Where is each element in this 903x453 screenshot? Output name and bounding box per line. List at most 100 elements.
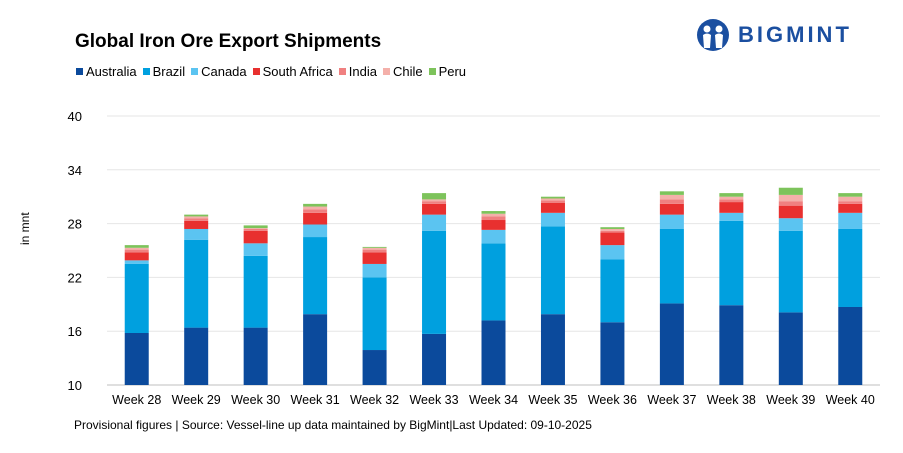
bar-segment-india xyxy=(659,199,684,204)
legend-swatch xyxy=(382,68,390,75)
bar-segment-peru xyxy=(362,246,387,248)
bar-segment-brazil xyxy=(838,228,863,307)
bar-segment-south-africa xyxy=(422,203,447,215)
y-tick-label: 16 xyxy=(68,324,82,339)
x-tick-label: Week 36 xyxy=(588,393,637,407)
bar-segment-australia xyxy=(600,322,625,385)
bar-segment-peru xyxy=(481,211,506,214)
bar-segment-peru xyxy=(184,214,209,217)
bar-segment-chile xyxy=(243,228,268,229)
bar-segment-australia xyxy=(659,303,684,385)
bar-segment-south-africa xyxy=(659,203,684,215)
x-tick-label: Week 37 xyxy=(647,393,696,407)
bar-segment-brazil xyxy=(184,239,209,328)
bigmint-logo: BIGMINT xyxy=(696,18,852,52)
bar-segment-australia xyxy=(422,333,447,385)
bar-segment-australia xyxy=(362,350,387,385)
bigmint-logo-icon xyxy=(697,19,729,51)
x-tick-label: Week 28 xyxy=(112,393,161,407)
bar-segment-south-africa xyxy=(124,252,149,261)
bar-segment-chile xyxy=(540,198,565,201)
bar-segment-india xyxy=(124,249,149,253)
bar-segment-brazil xyxy=(778,230,803,313)
bar-segment-india xyxy=(719,199,744,203)
legend-label: Chile xyxy=(392,64,423,79)
bar-segment-chile xyxy=(422,199,447,202)
x-tick-label: Week 33 xyxy=(409,393,458,407)
y-tick-label: 22 xyxy=(68,270,82,285)
bar-segment-australia xyxy=(778,312,803,385)
x-tick-label: Week 30 xyxy=(231,393,280,407)
legend-item: Canada xyxy=(191,64,247,79)
legend-item: Brazil xyxy=(142,64,186,79)
bar-segment-india xyxy=(540,200,565,203)
legend-label: India xyxy=(348,64,377,79)
footnote: Provisional figures | Source: Vessel-lin… xyxy=(74,418,592,432)
x-tick-label: Week 35 xyxy=(528,393,577,407)
bar-segment-south-africa xyxy=(184,220,209,229)
bar-segment-australia xyxy=(838,306,863,385)
legend-swatch xyxy=(428,68,436,75)
bar-segment-india xyxy=(778,201,803,206)
bar-segment-canada xyxy=(184,228,209,240)
x-tick-label: Week 38 xyxy=(707,393,756,407)
bar-segment-australia xyxy=(719,305,744,385)
bar-segment-south-africa xyxy=(778,205,803,219)
bar-segment-peru xyxy=(540,196,565,199)
legend-label: Brazil xyxy=(152,64,186,79)
x-tick-label: Week 39 xyxy=(766,393,815,407)
bar-segment-chile xyxy=(362,247,387,250)
bar-segment-india xyxy=(422,201,447,204)
legend-label: South Africa xyxy=(262,64,333,79)
bar-segment-india xyxy=(184,218,209,221)
bar-segment-peru xyxy=(659,191,684,195)
bar-segment-south-africa xyxy=(719,202,744,213)
bar-segment-canada xyxy=(600,245,625,260)
chart-title: Global Iron Ore Export Shipments xyxy=(75,31,382,52)
bar-segment-canada xyxy=(303,224,328,238)
bar-segment-australia xyxy=(124,332,149,385)
bar-segment-peru xyxy=(838,193,863,197)
legend-label: Peru xyxy=(438,64,467,79)
legend-item: Peru xyxy=(428,64,467,79)
legend-item: India xyxy=(338,64,377,79)
bar-segment-south-africa xyxy=(481,220,506,230)
legend: Australia Brazil Canada South Africa India Ch… xyxy=(76,64,466,79)
x-tick-label: Week 32 xyxy=(350,393,399,407)
bar-segment-chile xyxy=(481,213,506,217)
bar-segment-chile xyxy=(838,196,863,202)
bar-segment-india xyxy=(600,230,625,233)
bar-segment-india xyxy=(838,201,863,204)
bar-segment-india xyxy=(243,228,268,231)
legend-item: South Africa xyxy=(252,64,333,79)
bar-segment-chile xyxy=(778,194,803,202)
bar-segment-chile xyxy=(600,228,625,231)
bar-segment-chile xyxy=(303,206,328,210)
bar-segment-brazil xyxy=(540,226,565,315)
bar-segment-canada xyxy=(659,214,684,229)
bar-segment-canada xyxy=(540,212,565,227)
bigmint-logo-text: BIGMINT xyxy=(738,22,852,47)
x-tick-label: Week 34 xyxy=(469,393,518,407)
bar-segment-south-africa xyxy=(303,212,328,225)
legend-label: Australia xyxy=(86,64,137,79)
legend-swatch xyxy=(142,68,150,75)
bar-segment-south-africa xyxy=(838,203,863,213)
x-tick-label: Week 29 xyxy=(172,393,221,407)
bar-segment-canada xyxy=(719,212,744,221)
bar-segment-peru xyxy=(778,187,803,195)
bar-segment-australia xyxy=(184,327,209,385)
x-tick-label: Week 40 xyxy=(826,393,875,407)
bar-segment-chile xyxy=(124,247,149,250)
legend-swatch xyxy=(338,68,346,75)
bar-segment-canada xyxy=(481,229,506,244)
legend-item: Australia xyxy=(76,64,137,79)
bar-segment-india xyxy=(362,249,387,253)
bar-segment-australia xyxy=(303,314,328,385)
bar-segment-chile xyxy=(719,196,744,200)
legend-swatch xyxy=(252,68,260,75)
bar-segment-peru xyxy=(124,245,149,248)
bar-segment-canada xyxy=(362,263,387,278)
bar-segment-south-africa xyxy=(243,230,268,244)
